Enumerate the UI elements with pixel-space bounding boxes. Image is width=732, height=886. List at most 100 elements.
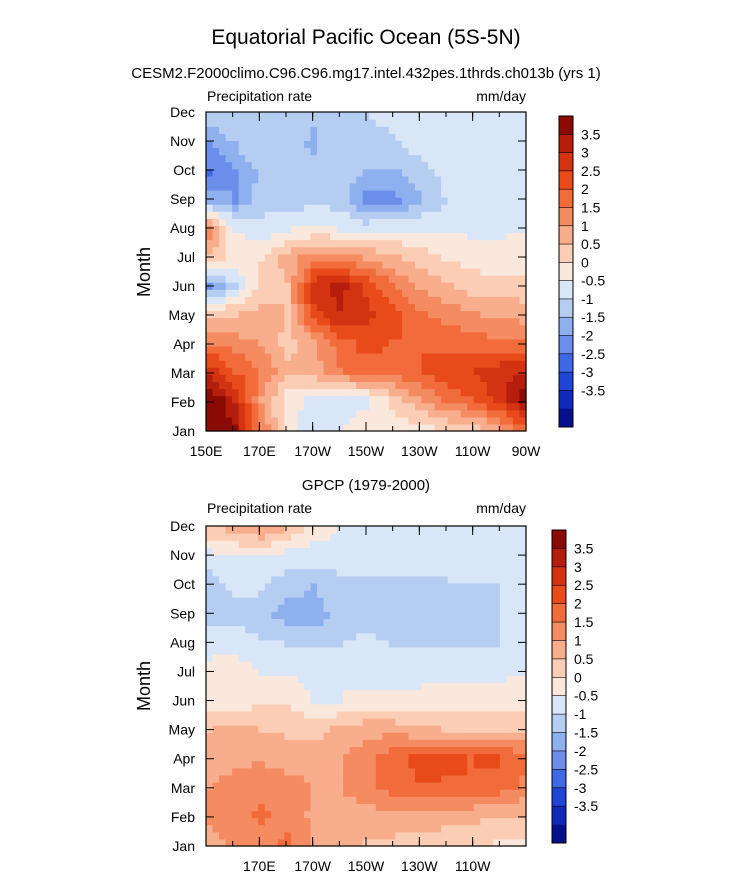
heatmap-cell bbox=[343, 540, 351, 548]
heatmap-cell bbox=[303, 225, 312, 234]
heatmap-cell bbox=[245, 353, 253, 361]
heatmap-cell bbox=[206, 703, 214, 712]
heatmap-cell bbox=[480, 140, 488, 149]
heatmap-cell bbox=[264, 654, 272, 662]
heatmap-cell bbox=[512, 374, 521, 382]
heatmap-cell bbox=[330, 204, 338, 212]
heatmap-cell bbox=[493, 611, 501, 620]
heatmap-cell bbox=[206, 540, 214, 548]
heatmap-cell bbox=[369, 260, 377, 269]
heatmap-cell bbox=[486, 175, 494, 184]
heatmap-cell bbox=[512, 810, 521, 819]
heatmap-cell bbox=[388, 803, 396, 812]
heatmap-cell bbox=[401, 718, 410, 726]
heatmap-cell bbox=[232, 682, 240, 691]
heatmap-cell bbox=[336, 338, 344, 347]
heatmap-cell bbox=[447, 381, 455, 390]
heatmap-cell bbox=[460, 746, 468, 755]
heatmap-cell bbox=[382, 668, 390, 676]
heatmap-cell bbox=[330, 282, 338, 290]
heatmap-cell bbox=[414, 140, 423, 149]
heatmap-cell bbox=[362, 296, 370, 304]
heatmap-cell bbox=[349, 625, 357, 634]
heatmap-cell bbox=[441, 632, 449, 641]
heatmap-cell bbox=[238, 682, 246, 691]
heatmap-cell bbox=[297, 204, 305, 212]
heatmap-cell bbox=[473, 568, 481, 577]
heatmap-cell bbox=[519, 275, 527, 283]
heatmap-cell bbox=[375, 561, 383, 570]
heatmap-cell bbox=[212, 533, 220, 541]
heatmap-cell bbox=[225, 739, 233, 748]
heatmap-cell bbox=[336, 409, 344, 418]
heatmap-cell bbox=[206, 604, 214, 612]
heatmap-cell bbox=[493, 324, 501, 333]
heatmap-cell bbox=[421, 338, 429, 347]
heatmap-cell bbox=[232, 402, 240, 411]
heatmap-cell bbox=[290, 547, 299, 556]
heatmap-cell bbox=[512, 696, 521, 705]
heatmap-cell bbox=[323, 161, 331, 170]
heatmap-cell bbox=[395, 275, 403, 283]
heatmap-cell bbox=[362, 575, 370, 584]
heatmap-cell bbox=[330, 395, 338, 404]
heatmap-cell bbox=[356, 732, 364, 740]
y-tick-label: Sep bbox=[170, 605, 195, 621]
heatmap-cell bbox=[343, 782, 351, 790]
heatmap-cell bbox=[349, 767, 357, 776]
heatmap-cell bbox=[428, 810, 436, 819]
heatmap-cell bbox=[401, 838, 410, 847]
heatmap-cell bbox=[323, 126, 331, 134]
heatmap-cell bbox=[401, 182, 410, 191]
panel2-right-label: mm/day bbox=[476, 500, 526, 516]
heatmap-cell bbox=[447, 782, 455, 790]
heatmap-cell bbox=[480, 189, 488, 198]
heatmap-cell bbox=[297, 345, 305, 354]
heatmap-cell bbox=[277, 568, 285, 577]
heatmap-cell bbox=[232, 267, 240, 276]
heatmap-cell bbox=[356, 675, 364, 684]
heatmap-cell bbox=[506, 119, 514, 127]
heatmap-cell bbox=[303, 395, 312, 404]
heatmap-cell bbox=[297, 810, 305, 819]
heatmap-cell bbox=[369, 554, 377, 563]
heatmap-cell bbox=[493, 147, 501, 156]
heatmap-cell bbox=[277, 689, 285, 698]
y-tick-label: Feb bbox=[171, 809, 195, 825]
heatmap-cell bbox=[441, 126, 449, 134]
colorbar-swatch bbox=[559, 262, 573, 281]
heatmap-cell bbox=[330, 189, 338, 198]
heatmap-cell bbox=[434, 575, 442, 584]
heatmap-cell bbox=[232, 611, 240, 620]
heatmap-cell bbox=[434, 646, 442, 655]
heatmap-cell bbox=[277, 611, 285, 620]
heatmap-cell bbox=[336, 161, 344, 170]
heatmap-cell bbox=[480, 831, 488, 840]
heatmap-cell bbox=[206, 154, 214, 163]
heatmap-cell bbox=[408, 367, 416, 375]
heatmap-cell bbox=[356, 554, 364, 563]
heatmap-cell bbox=[441, 732, 449, 740]
heatmap-cell bbox=[480, 296, 488, 304]
heatmap-cell bbox=[408, 353, 416, 361]
heatmap-cell bbox=[499, 197, 508, 205]
heatmap-cell bbox=[421, 126, 429, 134]
heatmap-cell bbox=[258, 838, 266, 847]
heatmap-cell bbox=[375, 367, 383, 375]
heatmap-cell bbox=[388, 618, 396, 627]
heatmap-cell bbox=[486, 211, 494, 219]
heatmap-cell bbox=[441, 675, 449, 684]
heatmap-cell bbox=[421, 760, 429, 769]
heatmap-cell bbox=[310, 654, 318, 662]
heatmap-cell bbox=[493, 260, 501, 269]
heatmap-cell bbox=[421, 289, 429, 297]
heatmap-cell bbox=[486, 182, 494, 191]
heatmap-cell bbox=[271, 225, 279, 234]
heatmap-cell bbox=[264, 753, 272, 762]
heatmap-cell bbox=[343, 590, 351, 598]
heatmap-cell bbox=[473, 796, 481, 804]
heatmap-cell bbox=[330, 746, 338, 755]
heatmap-cell bbox=[486, 282, 494, 290]
heatmap-cell bbox=[206, 324, 214, 333]
heatmap-cell bbox=[473, 112, 481, 120]
